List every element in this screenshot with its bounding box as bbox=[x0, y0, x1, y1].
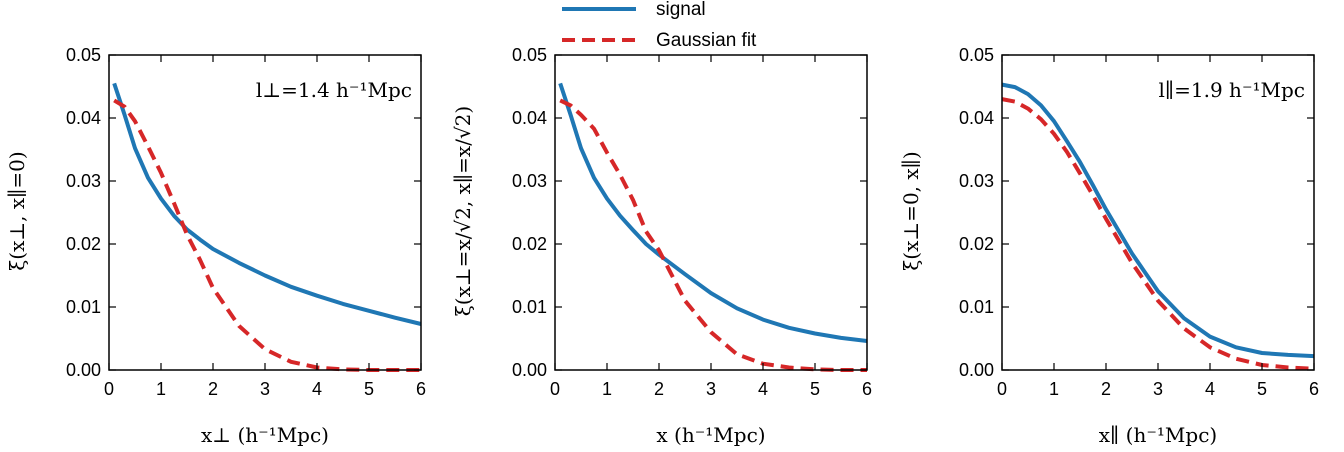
x-tick-label: 6 bbox=[1309, 379, 1319, 399]
y-tick-label: 0.03 bbox=[512, 171, 547, 191]
y-tick-label: 0.00 bbox=[959, 360, 994, 380]
axes-frame-perp bbox=[108, 54, 422, 371]
x-tick-label: 1 bbox=[1049, 379, 1059, 399]
annotation-l-parallel: l∥=1.9 h⁻¹Mpc bbox=[1159, 78, 1306, 102]
y-tick-label: 0.05 bbox=[66, 45, 101, 65]
y-tick-label: 0.04 bbox=[66, 108, 101, 128]
plot-area-parallel: 0 1 2 3 4 5 6 0.00 0.01 0.02 0.03 0.04 0.05 bbox=[959, 45, 1319, 399]
y-axis-label-parallel: ξ(x⊥=0, x∥) bbox=[899, 151, 923, 270]
x-tick-label: 3 bbox=[706, 379, 716, 399]
legend: signal Gaussian fit bbox=[562, 0, 757, 51]
x-tick-label: 4 bbox=[1205, 379, 1215, 399]
series-line-gaussian-fit-perp bbox=[113, 98, 421, 372]
plot-area-perp: 0 1 2 3 4 5 6 0.00 0.01 0.02 0.03 0.04 0.05 bbox=[66, 45, 426, 399]
y-tick-label: 0.01 bbox=[66, 297, 101, 317]
x-axis-label-perp: x⊥ (h⁻¹Mpc) bbox=[201, 423, 329, 447]
series-line-gaussian-fit-parallel bbox=[1001, 97, 1315, 371]
panel-parallel: 0 1 2 3 4 5 6 0.00 0.01 0.02 0.03 0.04 0.05 l∥=1.9 h… bbox=[899, 45, 1319, 447]
y-tick-label: 0.01 bbox=[512, 297, 547, 317]
panel-perp: 0 1 2 3 4 5 6 0.00 0.01 0.02 0.03 0.04 0.05 l⊥=1.4 h… bbox=[5, 45, 426, 447]
series-line-signal-diagonal bbox=[558, 82, 868, 343]
y-tick-label: 0.04 bbox=[512, 108, 547, 128]
legend-signal-label: signal bbox=[656, 0, 706, 20]
x-axis-label-parallel: x∥ (h⁻¹Mpc) bbox=[1099, 423, 1217, 447]
y-axis-label-diagonal: ξ(x⊥=x/√2, x∥=x/√2) bbox=[451, 106, 475, 316]
y-tick-label: 0.00 bbox=[66, 360, 101, 380]
plot-area-diagonal: 0 1 2 3 4 5 6 0.00 0.01 0.02 0.03 0.04 0.05 bbox=[512, 45, 872, 399]
y-tick-label: 0.03 bbox=[959, 171, 994, 191]
y-tick-label: 0.05 bbox=[512, 45, 547, 65]
series-line-signal-perp bbox=[112, 82, 422, 326]
x-tick-label: 2 bbox=[1101, 379, 1111, 399]
y-tick-label: 0.01 bbox=[959, 297, 994, 317]
x-tick-label: 4 bbox=[758, 379, 768, 399]
x-tick-label: 2 bbox=[654, 379, 664, 399]
legend-gaussian-label: Gaussian fit bbox=[656, 30, 757, 51]
panel-diagonal: 0 1 2 3 4 5 6 0.00 0.01 0.02 0.03 0.04 0.05 x (h⁻¹Mp… bbox=[451, 45, 872, 447]
y-tick-label: 0.05 bbox=[959, 45, 994, 65]
x-tick-label: 0 bbox=[997, 379, 1007, 399]
y-tick-label: 0.02 bbox=[959, 234, 994, 254]
x-tick-label: 5 bbox=[810, 379, 820, 399]
x-tick-label: 5 bbox=[1257, 379, 1267, 399]
x-tick-label: 0 bbox=[104, 379, 114, 399]
annotation-l-perp: l⊥=1.4 h⁻¹Mpc bbox=[256, 78, 412, 102]
y-axis-label-perp: ξ(x⊥, x∥=0) bbox=[5, 151, 29, 270]
x-tick-label: 3 bbox=[260, 379, 270, 399]
x-tick-label: 6 bbox=[862, 379, 872, 399]
y-tick-label: 0.02 bbox=[512, 234, 547, 254]
axes-frame-parallel bbox=[1001, 54, 1315, 371]
x-tick-label: 1 bbox=[602, 379, 612, 399]
axes-frame-diagonal bbox=[554, 54, 868, 371]
x-axis-label-diagonal: x (h⁻¹Mpc) bbox=[656, 423, 765, 447]
x-tick-label: 4 bbox=[312, 379, 322, 399]
x-tick-label: 1 bbox=[156, 379, 166, 399]
y-tick-label: 0.03 bbox=[66, 171, 101, 191]
x-tick-label: 6 bbox=[416, 379, 426, 399]
y-tick-label: 0.02 bbox=[66, 234, 101, 254]
x-tick-label: 0 bbox=[550, 379, 560, 399]
y-tick-label: 0.00 bbox=[512, 360, 547, 380]
series-line-signal-parallel bbox=[1001, 82, 1315, 359]
x-tick-label: 3 bbox=[1153, 379, 1163, 399]
x-tick-label: 5 bbox=[364, 379, 374, 399]
y-tick-label: 0.04 bbox=[959, 108, 994, 128]
x-tick-label: 2 bbox=[208, 379, 218, 399]
series-line-gaussian-fit-diagonal bbox=[559, 98, 867, 372]
